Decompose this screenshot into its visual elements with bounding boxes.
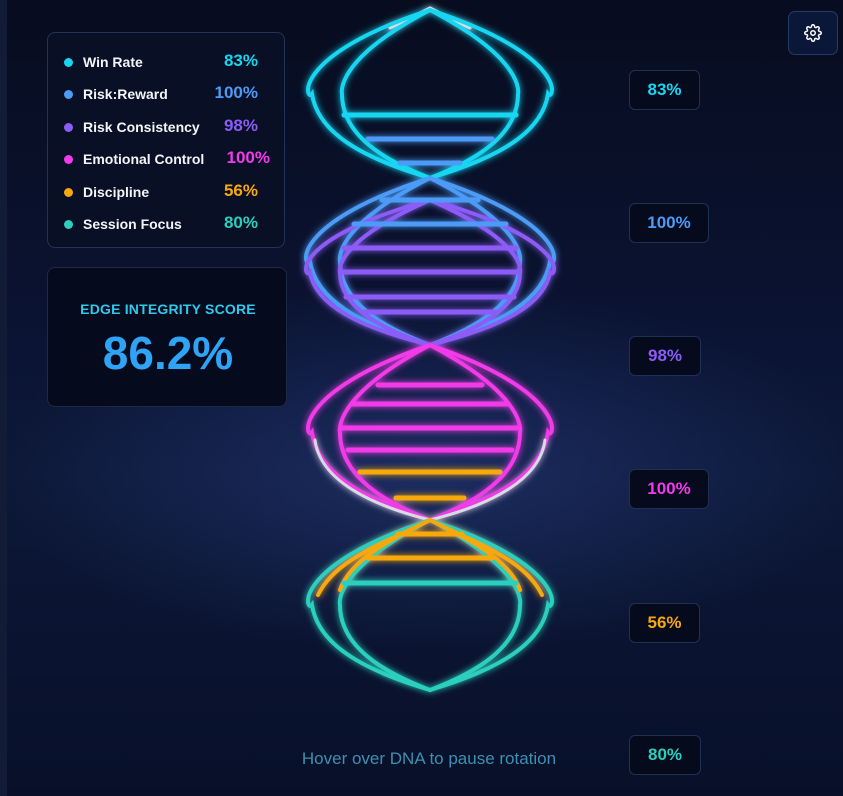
helix-badge: 83% xyxy=(629,70,700,110)
emotional-control-strand xyxy=(428,343,554,522)
metrics-legend: Win Rate 83% Risk:Reward 100% Risk Consisten… xyxy=(47,32,285,248)
emotional-control-strand xyxy=(337,343,432,522)
legend-label: Discipline xyxy=(83,184,150,200)
legend-item-session-focus: Session Focus 80% xyxy=(48,213,286,237)
legend-label: Win Rate xyxy=(83,54,143,70)
risk-reward-strand xyxy=(428,176,557,347)
helix-badge: 56% xyxy=(629,603,700,643)
legend-value: 56% xyxy=(223,181,258,200)
legend-item-discipline: Discipline 56% xyxy=(48,181,286,205)
emotional-control-dot-icon xyxy=(64,155,73,164)
legend-value: 100% xyxy=(214,83,258,102)
discipline-strand xyxy=(428,518,522,592)
helix-badge: 100% xyxy=(629,203,709,243)
legend-label: Risk:Reward xyxy=(83,86,168,102)
emotional-control-strand xyxy=(306,343,432,522)
emotional-control-strand xyxy=(428,343,523,522)
win-rate-strand xyxy=(428,8,521,180)
helix-badge: 80% xyxy=(629,735,701,775)
legend-label: Session Focus xyxy=(83,216,182,232)
legend-item-win-rate: Win Rate 83% xyxy=(48,51,286,75)
helix-back-strand xyxy=(313,438,432,522)
legend-label: Emotional Control xyxy=(83,151,205,167)
gear-icon xyxy=(804,24,822,42)
edge-integrity-card: EDGE INTEGRITY SCORE 86.2% xyxy=(47,267,287,407)
helix-back-strand xyxy=(428,438,547,522)
legend-value: 83% xyxy=(223,51,258,70)
helix-badge: 98% xyxy=(629,336,701,376)
dna-helix[interactable] xyxy=(290,0,570,720)
session-focus-strand xyxy=(306,518,432,692)
risk-reward-dot-icon xyxy=(64,90,73,99)
edge-integrity-value: 86.2% xyxy=(102,327,234,379)
risk-reward-strand xyxy=(303,176,432,347)
win-rate-strand xyxy=(339,8,432,180)
legend-label: Risk Consistency xyxy=(83,119,200,135)
legend-item-emotional-control: Emotional Control 100% xyxy=(48,148,286,172)
left-edge-divider xyxy=(0,0,7,796)
legend-item-risk-consistency: Risk Consistency 98% xyxy=(48,116,286,140)
risk-consistency-strand xyxy=(428,198,557,347)
win-rate-strand xyxy=(306,8,432,180)
legend-value: 100% xyxy=(226,148,270,167)
win-rate-dot-icon xyxy=(64,58,73,67)
legend-value: 80% xyxy=(223,213,258,232)
edge-integrity-label: EDGE INTEGRITY SCORE xyxy=(80,301,256,317)
discipline-dot-icon xyxy=(64,188,73,197)
legend-item-risk-reward: Risk:Reward 100% xyxy=(48,83,286,107)
helix-badge: 100% xyxy=(629,469,709,509)
rotation-hint: Hover over DNA to pause rotation xyxy=(301,749,557,768)
settings-button[interactable] xyxy=(788,11,838,55)
risk-consistency-strand xyxy=(303,198,432,347)
session-focus-strand xyxy=(428,518,554,692)
discipline-strand xyxy=(338,518,432,592)
risk-consistency-dot-icon xyxy=(64,123,73,132)
session-focus-dot-icon xyxy=(64,220,73,229)
win-rate-strand xyxy=(428,8,554,180)
legend-value: 98% xyxy=(223,116,258,135)
